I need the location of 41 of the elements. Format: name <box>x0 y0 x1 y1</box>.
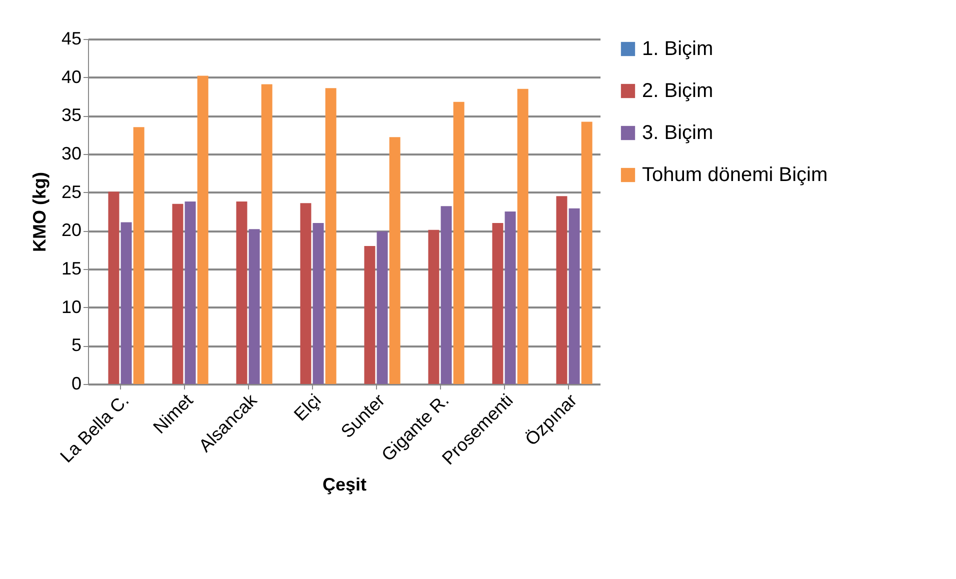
y-tick-label: 10 <box>61 296 82 317</box>
bar <box>453 102 464 384</box>
bar <box>325 88 336 384</box>
x-tick-label: Elçi <box>290 390 325 425</box>
y-tick-label: 35 <box>61 105 82 126</box>
bar <box>568 208 580 384</box>
bar <box>312 223 324 384</box>
y-axis-title: KMO (kg) <box>29 172 50 252</box>
bar <box>581 122 592 384</box>
bar <box>120 222 132 384</box>
y-tick-label: 25 <box>61 182 82 202</box>
bar <box>364 246 376 384</box>
bar <box>440 206 452 384</box>
legend-label: Tohum dönemi Biçim <box>642 164 828 186</box>
bar <box>236 202 248 384</box>
bar <box>172 204 184 384</box>
bar <box>197 76 208 384</box>
y-tick-label: 45 <box>61 28 82 48</box>
bar <box>300 203 312 384</box>
bar <box>184 202 196 384</box>
y-tick-label: 5 <box>71 335 82 356</box>
bar <box>108 192 120 384</box>
legend-label: 1. Biçim <box>642 38 714 60</box>
bar <box>376 231 388 384</box>
y-tick-label: 30 <box>61 144 82 164</box>
bar <box>248 229 260 384</box>
bar <box>517 88 528 384</box>
bar <box>261 84 272 384</box>
legend-label: 3. Biçim <box>642 122 714 144</box>
bar <box>504 212 516 384</box>
x-axis-title: Çeşit <box>322 474 367 495</box>
bar <box>556 196 568 384</box>
y-tick-label: 0 <box>71 374 82 394</box>
bar <box>389 137 400 384</box>
y-tick-label: 15 <box>61 258 82 278</box>
legend-label: 2. Biçim <box>642 80 714 102</box>
bar <box>133 127 144 384</box>
y-tick-label: 20 <box>61 220 82 240</box>
bar <box>492 223 504 384</box>
y-tick-label: 40 <box>61 66 82 87</box>
bar <box>428 230 440 384</box>
